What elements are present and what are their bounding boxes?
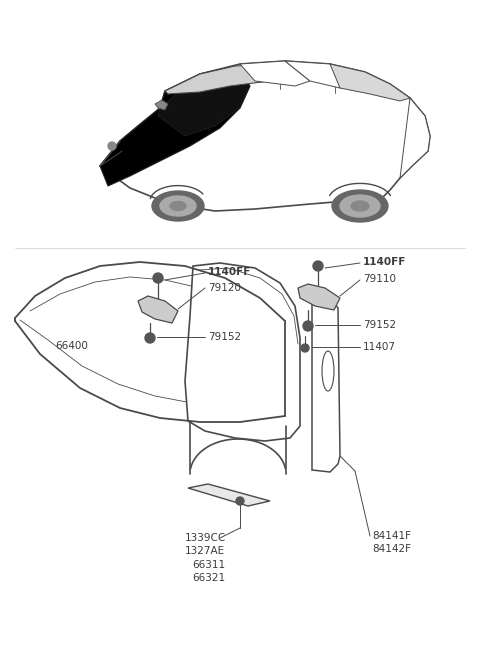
Ellipse shape	[332, 190, 388, 222]
Text: 66311: 66311	[192, 560, 225, 570]
Polygon shape	[188, 484, 270, 506]
Text: 66400: 66400	[55, 341, 88, 351]
Ellipse shape	[170, 201, 186, 211]
Text: 79110: 79110	[363, 274, 396, 284]
Text: 79120: 79120	[208, 283, 241, 293]
Text: 66321: 66321	[192, 573, 225, 583]
Polygon shape	[285, 61, 360, 88]
Polygon shape	[400, 98, 430, 178]
Circle shape	[303, 321, 313, 331]
Polygon shape	[330, 64, 410, 101]
Ellipse shape	[152, 191, 204, 221]
Text: 79152: 79152	[208, 332, 241, 342]
Text: 1140FF: 1140FF	[363, 257, 407, 267]
Circle shape	[145, 333, 155, 343]
Text: 11407: 11407	[363, 342, 396, 352]
Text: 1327AE: 1327AE	[185, 546, 225, 556]
Text: 1140FF: 1140FF	[208, 267, 252, 277]
Ellipse shape	[160, 196, 196, 216]
Text: 79152: 79152	[363, 320, 396, 330]
Ellipse shape	[322, 351, 334, 391]
Polygon shape	[240, 61, 310, 86]
Polygon shape	[312, 296, 340, 472]
Polygon shape	[100, 61, 430, 211]
Circle shape	[153, 273, 163, 283]
Polygon shape	[138, 296, 178, 323]
Circle shape	[301, 344, 309, 352]
Ellipse shape	[340, 195, 380, 217]
Polygon shape	[298, 284, 340, 310]
Circle shape	[108, 142, 116, 150]
Ellipse shape	[351, 201, 369, 211]
Circle shape	[236, 497, 244, 505]
Polygon shape	[158, 66, 250, 136]
Text: 84142F: 84142F	[372, 544, 411, 554]
Text: 84141F: 84141F	[372, 531, 411, 541]
Polygon shape	[165, 64, 280, 94]
Polygon shape	[100, 66, 250, 186]
Circle shape	[313, 261, 323, 271]
Text: 1339CC: 1339CC	[185, 533, 226, 543]
Polygon shape	[185, 263, 300, 441]
Polygon shape	[155, 100, 168, 110]
